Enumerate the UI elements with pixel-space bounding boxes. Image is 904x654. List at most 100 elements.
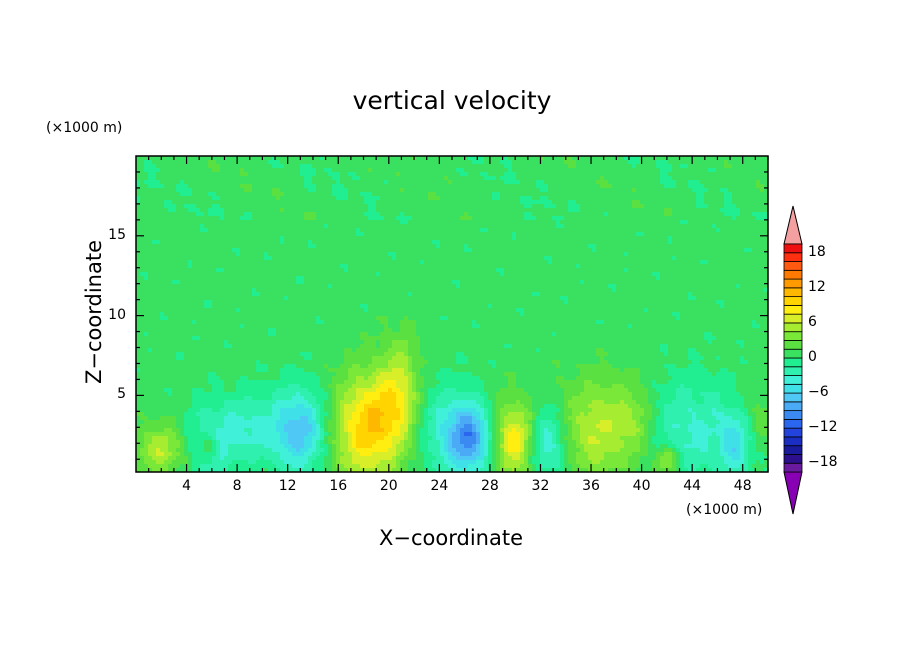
- contour-cell: [584, 164, 589, 169]
- contour-cell: [612, 172, 617, 177]
- contour-cell: [356, 256, 361, 261]
- contour-cell: [720, 172, 725, 177]
- contour-cell: [528, 256, 533, 261]
- contour-cell: [596, 224, 601, 229]
- contour-cell: [748, 252, 753, 257]
- contour-cell: [244, 204, 249, 209]
- contour-cell: [228, 268, 233, 273]
- contour-cell: [140, 272, 145, 277]
- contour-cell: [692, 272, 697, 277]
- contour-cell: [172, 168, 177, 173]
- contour-cell: [584, 156, 589, 161]
- contour-cell: [688, 220, 693, 225]
- contour-cell: [208, 248, 213, 253]
- contour-cell: [676, 240, 681, 245]
- contour-cell: [364, 212, 369, 217]
- contour-cell: [636, 188, 641, 193]
- contour-cell: [348, 264, 353, 269]
- contour-cell: [212, 236, 217, 241]
- contour-cell: [504, 196, 509, 201]
- contour-cell: [712, 176, 717, 181]
- contour-cell: [516, 228, 521, 233]
- contour-cell: [352, 196, 357, 201]
- contour-cell: [180, 176, 185, 181]
- contour-cell: [620, 248, 625, 253]
- contour-cell: [452, 256, 457, 261]
- contour-cell: [324, 156, 329, 161]
- contour-cell: [620, 256, 625, 261]
- contour-cell: [264, 192, 269, 197]
- contour-cell: [248, 212, 253, 217]
- contour-cell: [268, 272, 273, 277]
- contour-cell: [704, 176, 709, 181]
- contour-cell: [520, 164, 525, 169]
- contour-cell: [724, 268, 729, 273]
- contour-cell: [328, 188, 333, 193]
- contour-cell: [156, 252, 161, 257]
- contour-cell: [748, 156, 753, 161]
- contour-cell: [140, 208, 145, 213]
- contour-cell: [572, 176, 577, 181]
- contour-cell: [540, 204, 545, 209]
- contour-cell: [388, 248, 393, 253]
- contour-cell: [436, 168, 441, 173]
- contour-cell: [308, 240, 313, 245]
- contour-cell: [260, 172, 265, 177]
- contour-cell: [248, 196, 253, 201]
- contour-cell: [292, 280, 297, 285]
- contour-cell: [568, 236, 573, 241]
- contour-cell: [372, 160, 377, 165]
- contour-cell: [752, 160, 757, 165]
- contour-cell: [232, 188, 237, 193]
- contour-cell: [680, 184, 685, 189]
- contour-cell: [516, 224, 521, 229]
- contour-cell: [752, 272, 757, 277]
- contour-cell: [236, 188, 241, 193]
- contour-cell: [756, 260, 761, 265]
- contour-cell: [644, 268, 649, 273]
- contour-cell: [696, 272, 701, 277]
- contour-cell: [496, 252, 501, 257]
- contour-cell: [328, 168, 333, 173]
- contour-cell: [188, 208, 193, 213]
- contour-cell: [264, 220, 269, 225]
- contour-cell: [156, 248, 161, 253]
- contour-cell: [608, 264, 613, 269]
- contour-cell: [696, 224, 701, 229]
- contour-cell: [388, 228, 393, 233]
- contour-cell: [272, 192, 277, 197]
- contour-cell: [164, 272, 169, 277]
- contour-cell: [372, 248, 377, 253]
- contour-cell: [572, 260, 577, 265]
- contour-cell: [312, 272, 317, 277]
- contour-cell: [540, 208, 545, 213]
- contour-cell: [612, 232, 617, 237]
- contour-cell: [708, 180, 713, 185]
- contour-cell: [628, 224, 633, 229]
- contour-cell: [212, 256, 217, 261]
- contour-cell: [464, 220, 469, 225]
- contour-cell: [384, 260, 389, 265]
- contour-cell: [592, 220, 597, 225]
- contour-cell: [604, 196, 609, 201]
- contour-cell: [736, 220, 741, 225]
- contour-cell: [760, 256, 765, 261]
- contour-cell: [268, 252, 273, 257]
- contour-cell: [720, 272, 725, 277]
- contour-cell: [212, 176, 217, 181]
- contour-cell: [548, 232, 553, 237]
- contour-cell: [540, 156, 545, 161]
- contour-cell: [240, 192, 245, 197]
- contour-cell: [448, 176, 453, 181]
- contour-cell: [636, 172, 641, 177]
- contour-cell: [576, 268, 581, 273]
- contour-cell: [472, 172, 477, 177]
- contour-cell: [648, 192, 653, 197]
- contour-cell: [348, 196, 353, 201]
- contour-cell: [328, 208, 333, 213]
- contour-cell: [520, 184, 525, 189]
- contour-cell: [600, 248, 605, 253]
- contour-cell: [580, 240, 585, 245]
- contour-cell: [332, 272, 337, 277]
- contour-cell: [512, 256, 517, 261]
